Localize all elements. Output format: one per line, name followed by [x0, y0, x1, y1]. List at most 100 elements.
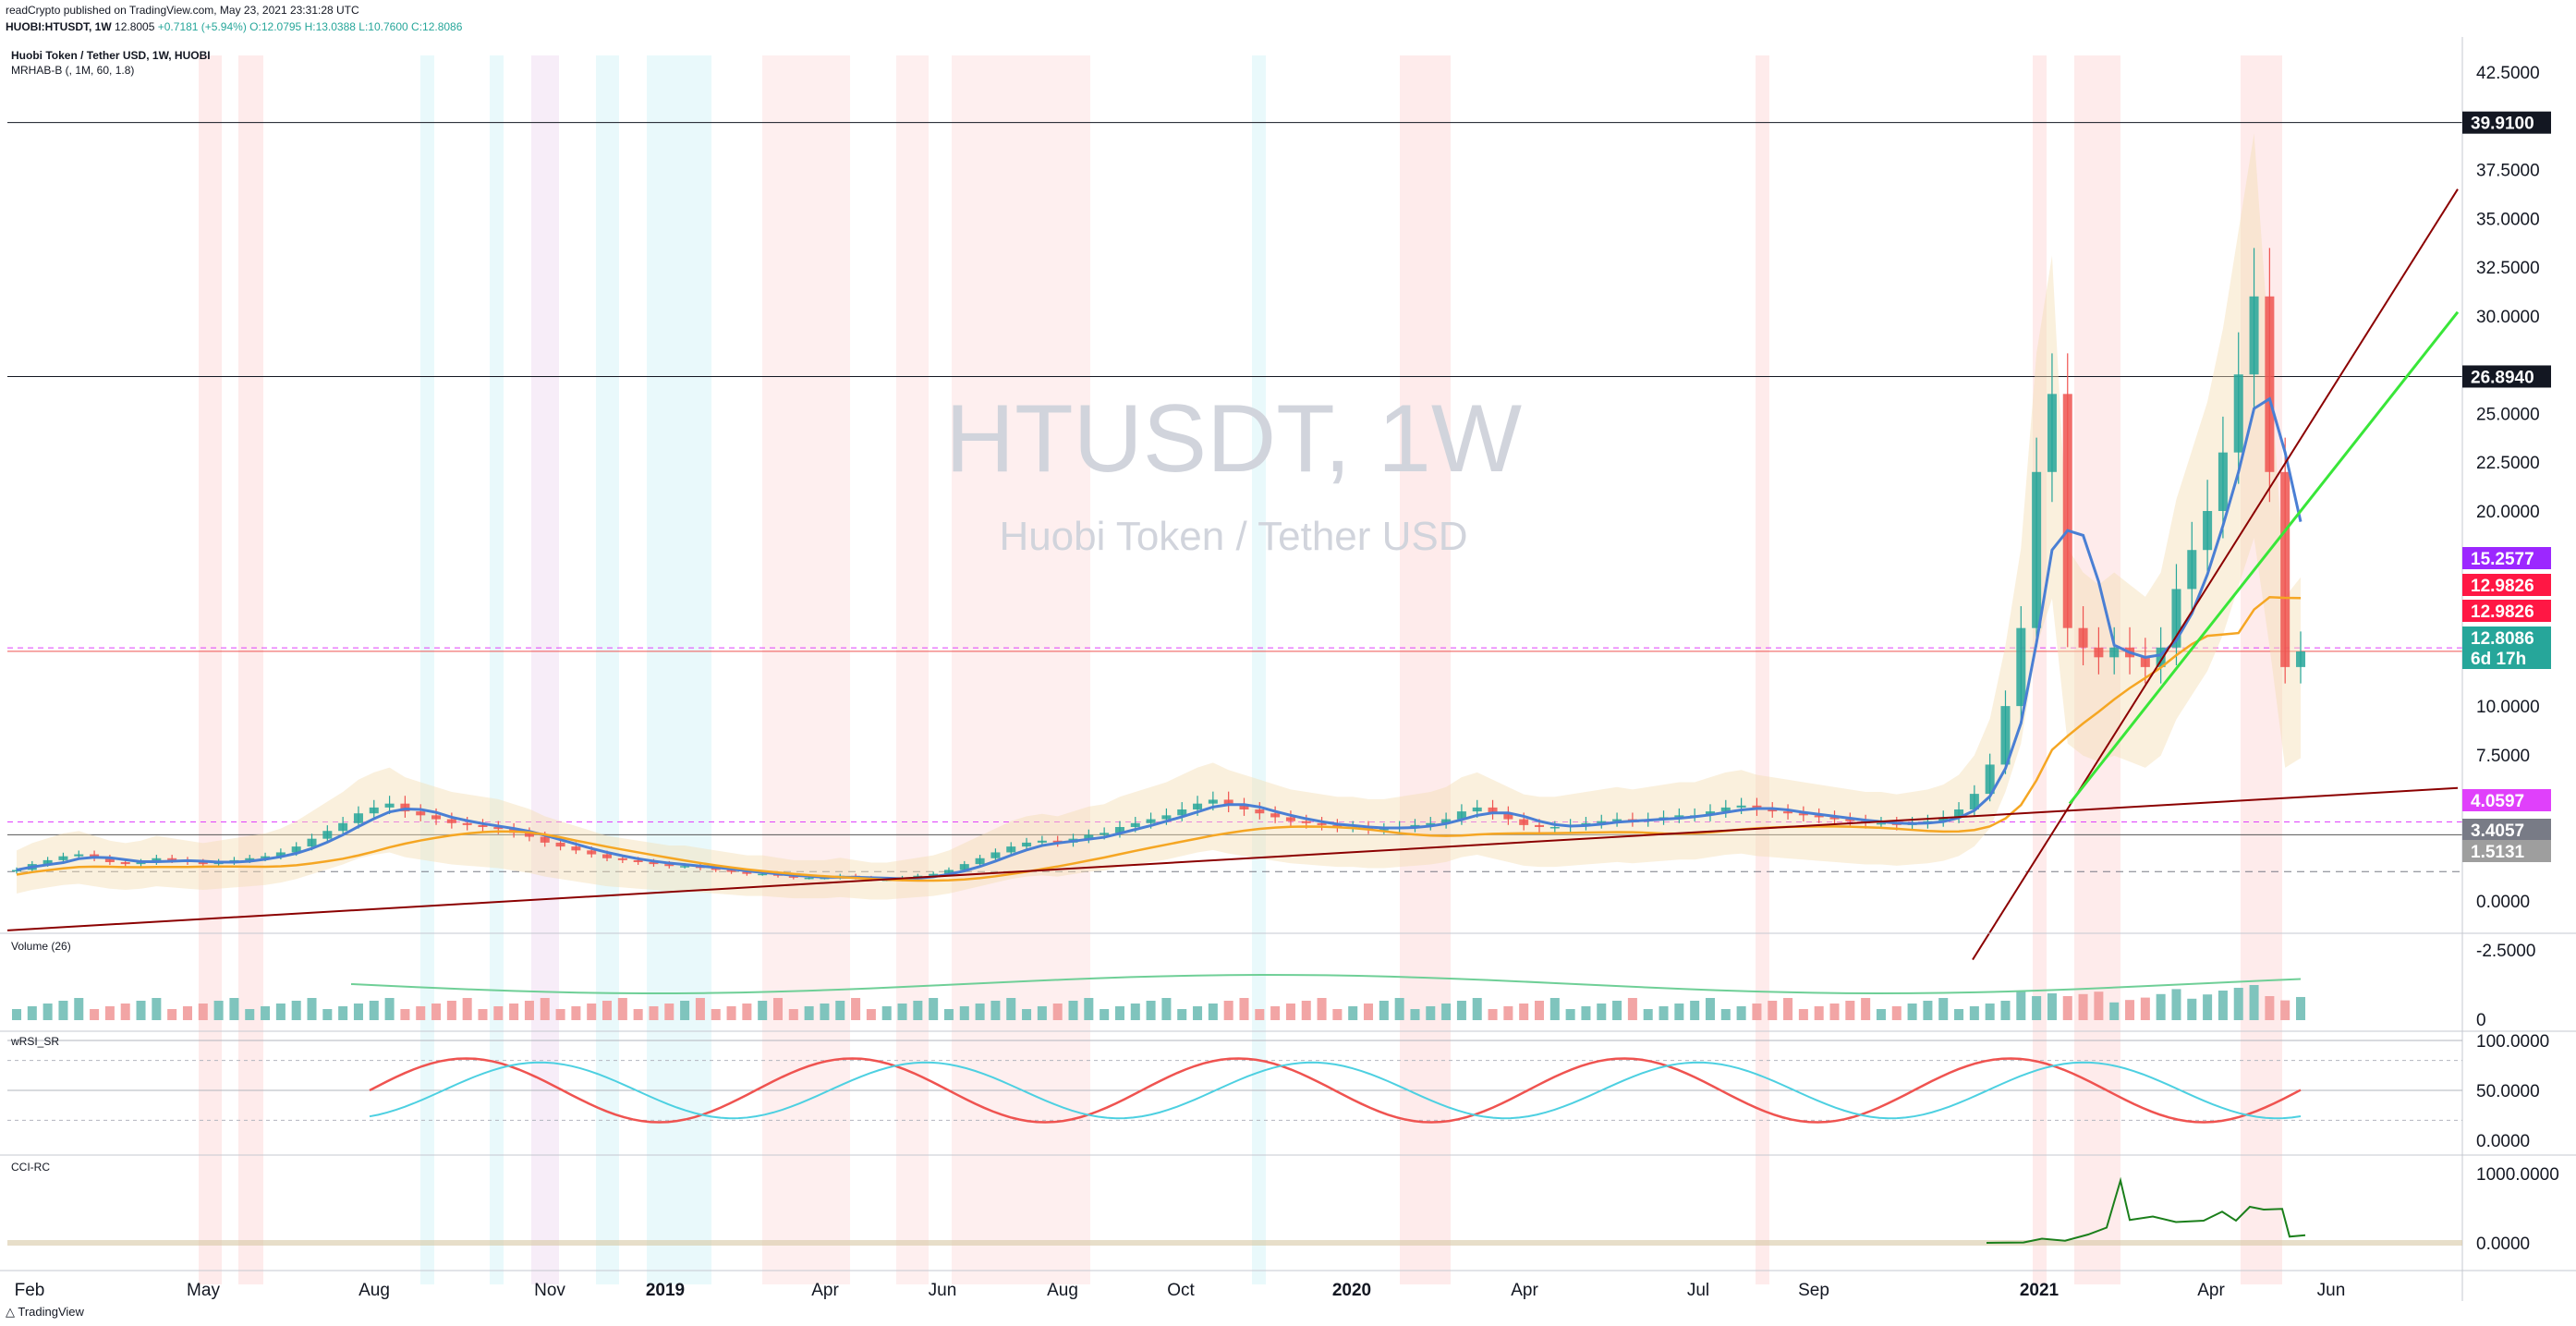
volume-pane [11, 974, 2306, 1020]
volume-bar [136, 1001, 146, 1020]
volume-bar [1301, 1001, 1311, 1020]
candle-body [152, 858, 162, 862]
candle-body [1161, 815, 1172, 820]
volume-bar [2218, 991, 2228, 1020]
time-tick: Oct [1167, 1281, 1195, 1300]
volume-bar [1285, 1004, 1295, 1020]
tradingview-brand[interactable]: △ TradingView [6, 1305, 84, 1320]
candle-body [649, 862, 659, 865]
candle-body [2140, 657, 2150, 667]
time-tick: 2019 [646, 1281, 685, 1300]
volume-bar [1068, 1001, 1078, 1020]
volume-bar [1597, 1004, 1607, 1020]
long-trendline [6, 786, 2459, 931]
candle-body [1969, 794, 1979, 809]
price-tick: 30.0000 [2476, 308, 2540, 327]
volume-bar [1456, 1001, 1466, 1020]
candle-body [1006, 846, 1016, 853]
candle-body [1177, 809, 1187, 816]
candle-body [1876, 822, 1886, 825]
volume-bar [1488, 1009, 1498, 1020]
candle-body [943, 870, 954, 874]
volume-bar [820, 1004, 830, 1020]
candle-body [74, 854, 84, 857]
volume-bar [571, 1006, 581, 1020]
candle-body [1597, 821, 1607, 823]
volume-bar [1534, 1001, 1545, 1020]
rsi-tick: 50.0000 [2476, 1082, 2540, 1101]
candle-body [758, 873, 768, 876]
volume-bar [1239, 998, 1249, 1020]
volume-bar [1255, 1009, 1265, 1020]
volume-bar [1643, 1009, 1653, 1020]
candle-body [711, 868, 721, 870]
cci-pane [7, 1176, 2462, 1246]
volume-bar [384, 998, 395, 1020]
price-label-bg [2462, 647, 2551, 669]
candle-body [1456, 811, 1466, 820]
volume-bar [261, 1006, 271, 1020]
chart-canvas[interactable]: HTUSDT, 1W Huobi Token / Tether USD 42.5… [0, 37, 2576, 1301]
volume-bar [1364, 1004, 1374, 1020]
candle-body [1022, 842, 1032, 847]
volume-bar [913, 1001, 923, 1020]
volume-bar [2295, 996, 2306, 1020]
volume-bar [1208, 1004, 1218, 1020]
volume-bar [524, 1001, 534, 1020]
candle-body [1534, 824, 1545, 827]
volume-bar [1426, 1006, 1436, 1020]
volume-bar [275, 1004, 286, 1020]
watermark-subtitle: Huobi Token / Tether USD [999, 514, 1467, 559]
volume-bar [695, 998, 705, 1020]
candle-body [1720, 807, 1731, 812]
candle-body [2233, 374, 2243, 453]
signal-band [1400, 55, 1451, 1284]
volume-bar [462, 998, 472, 1020]
candle-body [2109, 647, 2120, 658]
cci-tick: 1000.0000 [2476, 1165, 2559, 1185]
signal-band [531, 55, 559, 1284]
volume-bar [1348, 1006, 1358, 1020]
volume-bar [1100, 1009, 1110, 1020]
candle-body [1114, 827, 1124, 833]
candle-body [400, 803, 410, 812]
candle-body [1938, 817, 1949, 821]
volume-bar [540, 998, 550, 1020]
volume-bar [2078, 993, 2088, 1020]
candle-body [540, 836, 550, 843]
volume-bar [866, 1009, 876, 1020]
volume-bar [1768, 1001, 1778, 1020]
candle-body [478, 824, 488, 827]
volume-bar [1876, 1009, 1886, 1020]
price-label-bg [2462, 627, 2551, 649]
volume-bar [2233, 988, 2243, 1020]
candle-body [1270, 813, 1281, 818]
candle-body [1612, 819, 1622, 821]
volume-bar [1752, 1004, 1762, 1020]
time-tick: Apr [1511, 1281, 1538, 1300]
volume-bar [1690, 1001, 1700, 1020]
time-tick: May [187, 1281, 220, 1300]
candle-body [1519, 819, 1529, 825]
candle-body [555, 842, 565, 847]
volume-bar [1317, 998, 1327, 1020]
volume-bar [338, 1006, 348, 1020]
signal-band [647, 55, 711, 1284]
price-labels: 39.9100 26.8940 15.2577 12.9826 12.9826 12.80… [2462, 111, 2551, 862]
green-trendline [2068, 310, 2460, 805]
candle-body [959, 864, 969, 870]
volume-bar [2171, 989, 2181, 1020]
volume-bar [509, 1004, 519, 1020]
volume-bar [1549, 998, 1560, 1020]
candle-body [2249, 296, 2259, 375]
trend-lines [6, 189, 2460, 961]
price-tick: 0.0000 [2476, 893, 2530, 912]
volume-bar [291, 1001, 301, 1020]
volume-bar [1845, 1001, 1855, 1020]
candle-body [726, 870, 736, 872]
price-label-bg [2462, 789, 2551, 811]
volume-bar [2140, 997, 2150, 1020]
volume-bar [2109, 1002, 2120, 1020]
signal-band [2033, 55, 2047, 1284]
volume-bar [1332, 1009, 1343, 1020]
